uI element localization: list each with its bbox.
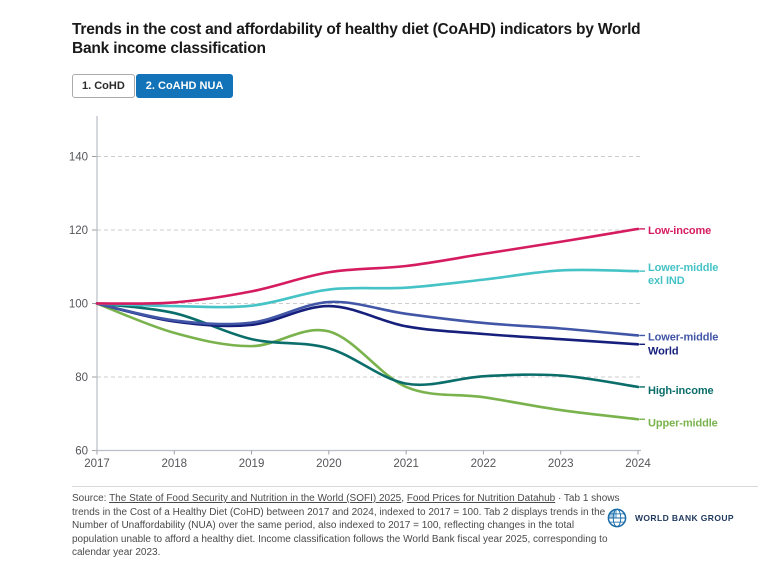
y-axis-label-100: 100 xyxy=(69,299,88,311)
x-axis-label-2017: 2017 xyxy=(84,458,110,470)
world-bank-globe-icon xyxy=(607,508,627,528)
page-title-line2: Bank income classification xyxy=(72,40,266,57)
x-axis-label-2020: 2020 xyxy=(316,458,342,470)
sofi-report-link[interactable]: The State of Food Security and Nutrition… xyxy=(109,493,402,504)
series-label-world: World xyxy=(648,345,678,357)
x-axis-label-2022: 2022 xyxy=(471,458,497,470)
source-label: Source: xyxy=(72,493,110,504)
x-axis-label-2024: 2024 xyxy=(625,458,651,470)
source-description: · Tab 1 shows trends in the Cost of a He… xyxy=(72,493,620,559)
series-line-high-income[interactable] xyxy=(95,302,640,389)
series-label-low-income: Low-income xyxy=(648,225,711,237)
tab-cohd[interactable]: 1. CoHD xyxy=(72,74,135,98)
source-separator: , xyxy=(401,493,407,504)
page-title-line1: Trends in the cost and affordability of … xyxy=(72,21,641,38)
x-axis-label-2021: 2021 xyxy=(393,458,419,470)
tab-coahd-nua[interactable]: 2. CoAHD NUA xyxy=(135,74,234,98)
source-note: Source: The State of Food Security and N… xyxy=(72,492,620,560)
series-label-high-income: High-income xyxy=(648,385,714,397)
x-axis-label-2019: 2019 xyxy=(239,458,265,470)
series-label-lower-middle: Lower-middle xyxy=(648,331,718,343)
series-label-upper-middle: Upper-middle xyxy=(648,417,718,429)
page-title: Trends in the cost and affordability of … xyxy=(72,20,641,58)
world-bank-logo: WORLD BANK GROUP xyxy=(606,507,734,529)
series-line-lower-middle[interactable] xyxy=(95,300,640,337)
footer-divider xyxy=(72,486,758,487)
tab-bar: 1. CoHD 2. CoAHD NUA xyxy=(72,74,234,98)
series-label-lower-middle-exl-ind: Lower-middle exl IND xyxy=(648,262,718,287)
world-bank-logo-text: WORLD BANK GROUP xyxy=(635,513,734,523)
series-line-lower-middle-exl-ind[interactable] xyxy=(95,268,640,309)
y-axis-label-60: 60 xyxy=(75,446,88,458)
nutrition-datahub-link[interactable]: Food Prices for Nutrition Datahub xyxy=(406,493,556,504)
y-axis-label-140: 140 xyxy=(69,152,88,164)
x-axis-label-2018: 2018 xyxy=(161,458,187,470)
series-line-world[interactable] xyxy=(95,302,640,346)
x-axis-label-2023: 2023 xyxy=(548,458,574,470)
line-chart: 60 80 100 120 140 2017 2018 2019 2020 2021 2022 202… xyxy=(69,116,718,470)
y-axis-label-120: 120 xyxy=(69,225,88,237)
series-line-upper-middle[interactable] xyxy=(95,302,640,421)
y-axis-label-80: 80 xyxy=(75,372,88,384)
series-line-low-income[interactable] xyxy=(95,227,640,305)
